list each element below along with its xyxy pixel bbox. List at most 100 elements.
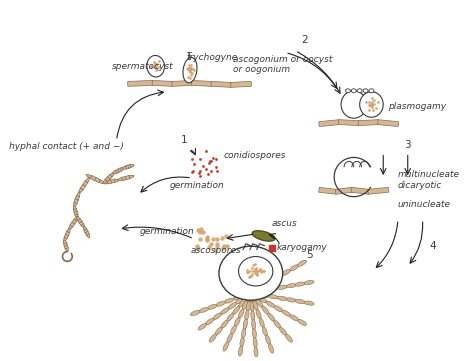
Ellipse shape: [250, 290, 260, 294]
Ellipse shape: [268, 295, 278, 299]
Ellipse shape: [240, 337, 244, 347]
Ellipse shape: [295, 299, 305, 304]
Ellipse shape: [290, 265, 299, 271]
Ellipse shape: [246, 301, 251, 311]
Ellipse shape: [225, 298, 234, 303]
Ellipse shape: [243, 292, 251, 299]
Ellipse shape: [360, 92, 383, 117]
Ellipse shape: [298, 319, 307, 326]
FancyBboxPatch shape: [152, 81, 173, 86]
Ellipse shape: [208, 304, 217, 309]
Ellipse shape: [249, 292, 253, 303]
Ellipse shape: [282, 269, 291, 275]
Ellipse shape: [103, 172, 114, 184]
Ellipse shape: [198, 323, 207, 330]
Text: trychogyne: trychogyne: [186, 53, 237, 62]
Ellipse shape: [64, 228, 70, 242]
Ellipse shape: [266, 301, 275, 307]
Ellipse shape: [295, 282, 305, 286]
Ellipse shape: [346, 89, 350, 93]
Ellipse shape: [76, 216, 85, 228]
Ellipse shape: [290, 315, 299, 321]
Ellipse shape: [216, 301, 226, 306]
Text: germination: germination: [170, 181, 224, 190]
Ellipse shape: [363, 89, 368, 93]
Ellipse shape: [223, 342, 228, 351]
Text: uninucleate: uninucleate: [398, 200, 451, 209]
Ellipse shape: [269, 344, 273, 353]
Ellipse shape: [250, 287, 259, 293]
Ellipse shape: [238, 257, 273, 286]
Ellipse shape: [357, 89, 362, 93]
Ellipse shape: [250, 292, 259, 298]
Ellipse shape: [274, 274, 283, 280]
Ellipse shape: [243, 319, 247, 329]
Ellipse shape: [219, 246, 283, 300]
FancyBboxPatch shape: [358, 120, 379, 126]
Ellipse shape: [252, 319, 255, 330]
Ellipse shape: [266, 278, 275, 284]
Ellipse shape: [122, 164, 134, 169]
FancyBboxPatch shape: [319, 187, 337, 194]
Ellipse shape: [242, 301, 248, 310]
Ellipse shape: [78, 177, 90, 193]
Ellipse shape: [233, 295, 243, 300]
Ellipse shape: [112, 168, 124, 174]
Ellipse shape: [253, 338, 257, 348]
Ellipse shape: [254, 347, 258, 357]
Ellipse shape: [277, 296, 287, 300]
Ellipse shape: [304, 280, 314, 285]
Ellipse shape: [242, 328, 246, 338]
Ellipse shape: [250, 291, 260, 296]
FancyBboxPatch shape: [191, 81, 212, 86]
Text: ascospores: ascospores: [191, 245, 242, 255]
Text: spermatocyst: spermatocyst: [112, 62, 174, 71]
FancyBboxPatch shape: [172, 81, 192, 86]
Ellipse shape: [191, 310, 200, 316]
Ellipse shape: [259, 288, 269, 292]
Ellipse shape: [238, 309, 244, 318]
Ellipse shape: [285, 334, 292, 342]
Ellipse shape: [253, 301, 258, 310]
Ellipse shape: [86, 174, 105, 184]
FancyBboxPatch shape: [351, 187, 369, 194]
Ellipse shape: [250, 292, 255, 302]
Ellipse shape: [259, 318, 264, 327]
Ellipse shape: [228, 303, 237, 309]
FancyBboxPatch shape: [319, 120, 340, 127]
Ellipse shape: [235, 317, 240, 326]
Ellipse shape: [64, 240, 68, 252]
Ellipse shape: [242, 292, 251, 297]
Ellipse shape: [69, 216, 78, 230]
Ellipse shape: [265, 335, 271, 345]
Ellipse shape: [273, 320, 281, 328]
Ellipse shape: [252, 329, 256, 339]
Ellipse shape: [209, 334, 216, 342]
Ellipse shape: [245, 310, 249, 320]
Ellipse shape: [369, 89, 374, 93]
Text: 3: 3: [404, 140, 411, 150]
Ellipse shape: [238, 299, 246, 307]
Ellipse shape: [282, 310, 291, 316]
Ellipse shape: [231, 325, 236, 335]
FancyBboxPatch shape: [231, 82, 251, 87]
Text: 5: 5: [306, 251, 313, 261]
Ellipse shape: [183, 57, 197, 83]
Ellipse shape: [258, 283, 267, 289]
Ellipse shape: [286, 298, 296, 302]
Ellipse shape: [227, 334, 232, 343]
Text: 1: 1: [181, 135, 187, 145]
FancyBboxPatch shape: [128, 81, 153, 86]
Ellipse shape: [280, 327, 287, 335]
Ellipse shape: [238, 346, 243, 356]
Ellipse shape: [262, 306, 269, 314]
Text: 4: 4: [429, 241, 436, 251]
Ellipse shape: [233, 306, 240, 314]
Ellipse shape: [341, 91, 366, 118]
Ellipse shape: [268, 287, 278, 291]
Ellipse shape: [256, 309, 261, 319]
Ellipse shape: [221, 320, 228, 328]
FancyBboxPatch shape: [368, 187, 389, 194]
FancyBboxPatch shape: [211, 82, 232, 87]
Ellipse shape: [118, 175, 134, 181]
